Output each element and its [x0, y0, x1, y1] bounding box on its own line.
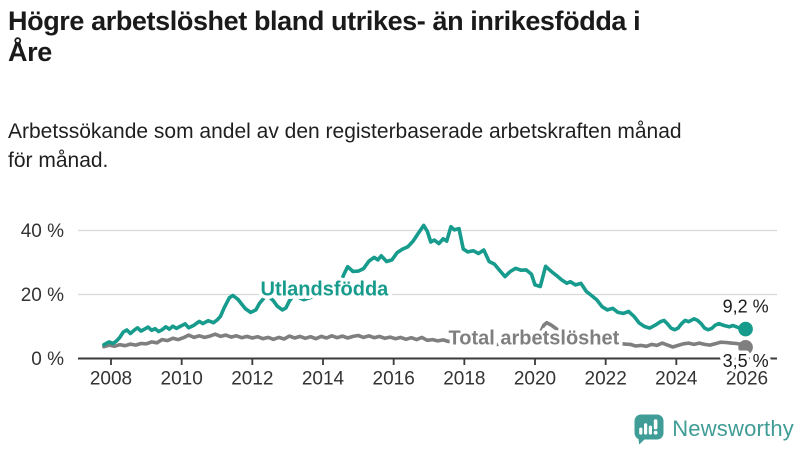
page-title-line-2: Åre — [8, 37, 52, 67]
x-tick-label: 2012 — [231, 369, 273, 390]
y-tick-label: 40 % — [21, 221, 64, 242]
series-label: Utlandsfödda — [261, 278, 390, 300]
x-tick-label: 2014 — [302, 369, 345, 390]
series-line — [102, 320, 748, 350]
brand-name: Newsworthy — [672, 416, 794, 441]
y-tick-label: 20 % — [21, 285, 64, 306]
series-line — [102, 223, 748, 347]
series-label: Total arbetslöshet — [449, 327, 620, 349]
x-tick-label: 2024 — [655, 369, 698, 390]
page-title-line-1: Högre arbetslöshet bland utrikes- än inr… — [8, 6, 641, 36]
x-tick-label: 2018 — [443, 369, 485, 390]
series-end-dot — [738, 340, 753, 355]
x-tick-label: 2008 — [90, 369, 132, 390]
y-tick-label: 0 % — [31, 349, 64, 370]
page-subtitle: Arbetssökande som andel av den registerb… — [8, 117, 794, 175]
x-tick-label: 2026 — [726, 369, 768, 390]
series-end-dot — [738, 321, 753, 337]
page-subtitle-line-1: Arbetssökande som andel av den registerb… — [8, 120, 682, 143]
page-title: Högre arbetslöshet bland utrikes- än inr… — [8, 6, 794, 68]
page-subtitle-line-2: för månad. — [8, 149, 109, 172]
x-tick-label: 2020 — [514, 369, 556, 390]
series-end-value-label: 9,2 % — [723, 297, 769, 317]
series-end-value-label: 3,5 % — [723, 351, 769, 371]
x-tick-label: 2022 — [585, 369, 627, 390]
x-tick-label: 2010 — [161, 369, 203, 390]
brand-logo[interactable]: Newsworthy — [634, 411, 794, 447]
newsworthy-chart-bubble-icon — [634, 414, 664, 444]
x-tick-label: 2016 — [373, 369, 415, 390]
